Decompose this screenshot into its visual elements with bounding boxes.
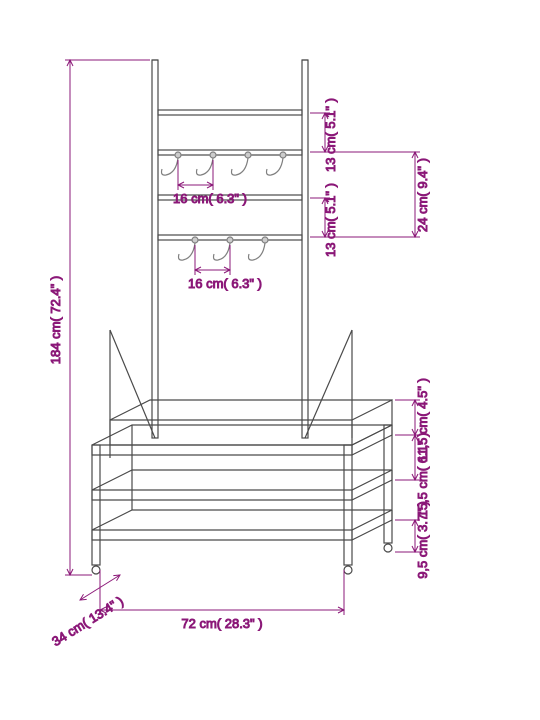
dimensions: 184 cm( 72.4" ) 16 cm( 6.3" ) 16 cm( 6.3…	[48, 60, 430, 649]
dim-shelf-gap2: 9,5 cm( 3.7" )	[415, 501, 430, 579]
dim-hook-spacing-bottom: 16 cm( 6.3" )	[188, 276, 262, 291]
diagram-svg: 184 cm( 72.4" ) 16 cm( 6.3" ) 16 cm( 6.3…	[0, 0, 540, 720]
diagram-container: 184 cm( 72.4" ) 16 cm( 6.3" ) 16 cm( 6.3…	[0, 0, 540, 720]
dim-bar-gap2: 13 cm( 5.1" )	[323, 183, 338, 257]
dim-bar-to-rail: 24 cm( 9.4" )	[415, 158, 430, 232]
dim-width: 72 cm( 28.3" )	[181, 616, 262, 631]
dim-hook-spacing-top: 16 cm( 6.3" )	[173, 191, 247, 206]
dim-bar-gap1: 13 cm( 5.1" )	[323, 98, 338, 172]
bench-shelves	[92, 400, 392, 574]
dim-depth: 34 cm( 13.4" )	[49, 593, 126, 649]
vertical-frame	[110, 60, 352, 458]
dim-total-height: 184 cm( 72.4" )	[48, 276, 63, 364]
